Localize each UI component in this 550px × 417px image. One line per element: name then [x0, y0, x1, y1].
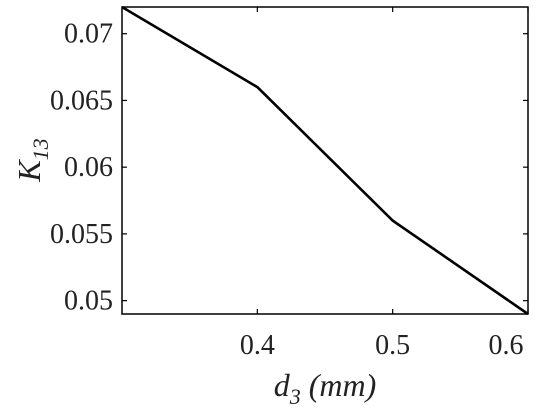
x-tick-label: 0.4 [240, 330, 275, 361]
tick-marks [122, 7, 529, 314]
y-tick-label: 0.06 [64, 152, 113, 183]
y-tick-label: 0.05 [64, 286, 113, 317]
series-line-0 [121, 5, 529, 316]
axes-frame [121, 6, 529, 315]
x-tick-label: 0.6 [489, 330, 524, 361]
x-axis-label: d3 (mm) [274, 367, 377, 409]
plot-area [121, 5, 529, 316]
y-axis-label: K13 [11, 138, 53, 182]
tick-labels: 0.4 0.5 0.6 0.05 0.055 0.06 0.065 0.07 [50, 19, 524, 361]
y-tick-label: 0.07 [64, 19, 113, 50]
y-tick-label: 0.055 [50, 219, 113, 250]
x-tick-label: 0.5 [375, 330, 410, 361]
y-tick-label: 0.065 [50, 85, 113, 116]
